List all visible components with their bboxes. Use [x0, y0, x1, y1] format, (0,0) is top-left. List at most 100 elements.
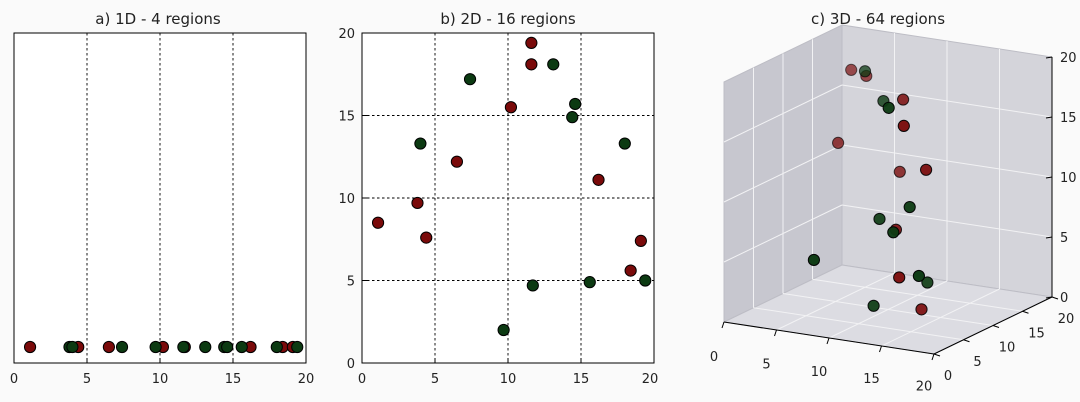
chart-3d-point-red [845, 63, 858, 77]
chart-3d-z-tick-label: 0 [1060, 291, 1068, 306]
chart-1d-x-tick-label: 0 [10, 372, 18, 387]
chart-3d-x-tick [931, 353, 935, 361]
chart-2d-point-red [634, 234, 647, 247]
chart-3d-point-green [867, 299, 880, 312]
chart-3d-point-green [887, 226, 900, 239]
chart-1d: a) 1D - 4 regions 0 5 10 15 20 [10, 10, 314, 387]
chart-2d-point-red [450, 155, 463, 168]
chart-3d-point-red [897, 119, 910, 133]
chart-1d-point-green [270, 340, 283, 354]
chart-3d-x-tick-label: 15 [863, 372, 880, 387]
chart-3d-x-tick-label: 0 [710, 350, 718, 365]
chart-2d-y-tick-label: 0 [347, 357, 355, 372]
chart-3d-y-tick-label: 5 [973, 355, 981, 370]
chart-1d-title: a) 1D - 4 regions [95, 10, 221, 28]
chart-1d-x-axis: 0 5 10 15 20 [10, 358, 314, 387]
chart-2d-point-green [463, 73, 477, 86]
chart-1d-point-red [23, 340, 37, 354]
chart-3d-x-tick-label: 5 [762, 357, 770, 372]
chart-3d-point-red [832, 136, 845, 149]
chart-3d-gridline [881, 288, 1000, 347]
chart-2d-point-green [569, 97, 582, 111]
chart-2d-grid [362, 33, 654, 363]
chart-2d-point-red [592, 173, 605, 186]
chart-2d-y-tick-label: 20 [338, 27, 355, 42]
chart-2d-point-green [414, 137, 427, 150]
chart-3d-point-green [912, 269, 926, 283]
chart-3d-gridline [782, 293, 994, 326]
chart-3d-gridline [841, 144, 1053, 178]
chart-3d-point-green [921, 276, 934, 289]
chart-2d-title: b) 2D - 16 regions [440, 10, 575, 28]
chart-3d-title: c) 3D - 64 regions [811, 10, 945, 28]
chart-2d-axes: 0 5 10 15 20 0 5 10 15 20 [338, 27, 658, 387]
chart-3d-gridline [723, 84, 843, 143]
chart-3d-point-red [893, 165, 906, 178]
chart-1d-grid [86, 33, 234, 363]
chart-1d-point-green [149, 340, 162, 354]
chart-2d-point-green [583, 276, 596, 289]
chart-2d-point-green [639, 274, 652, 287]
chart-2d-y-tick-label: 15 [338, 110, 355, 125]
chart-3d-y-tick [963, 339, 970, 343]
chart-1d-point-green [221, 340, 234, 354]
chart-2d-point-red [420, 231, 433, 244]
chart-3d-points [807, 63, 934, 316]
chart-2d-point-green [566, 111, 579, 124]
chart-3d-point-red [915, 303, 928, 316]
chart-2d-point-green [497, 323, 510, 337]
chart-1d-point-green [235, 340, 248, 354]
chart-3d-x-tick-label: 10 [811, 365, 828, 380]
chart-2d-x-tick-label: 15 [573, 372, 590, 387]
chart-3d-axes: 0 5 10 15 20 0 5 10 15 20 0 5 10 15 20 [710, 51, 1077, 395]
chart-2d-point-green [526, 279, 539, 292]
chart-1d-points [23, 340, 304, 354]
chart-3d-z-tick [1045, 176, 1053, 179]
chart-3d-z-tick [1045, 116, 1053, 119]
chart-3d-gridline [841, 84, 1053, 118]
chart-3d-x-tick [721, 321, 725, 329]
chart-2d-point-red [624, 264, 637, 277]
chart-2d-points [371, 36, 652, 337]
chart-3d-point-red [893, 271, 906, 284]
chart-3d-y-tick-label: 10 [999, 341, 1016, 356]
chart-2d-point-red [371, 216, 385, 229]
chart-3d-gridline [723, 144, 843, 203]
chart-2d-y-tick-label: 5 [347, 275, 355, 290]
chart-3d-z-tick-label: 10 [1060, 171, 1077, 186]
chart-2d-x-tick-label: 0 [358, 372, 366, 387]
chart-3d-y-tick [1022, 310, 1029, 314]
chart-3d-point-red [897, 93, 910, 106]
chart-1d-x-tick-label: 10 [152, 372, 169, 387]
chart-3d-grid [723, 33, 1053, 347]
chart-3d-point-green [858, 65, 872, 78]
chart-3d-z-tick-label: 15 [1060, 111, 1077, 126]
chart-2d-x-tick-label: 5 [431, 372, 439, 387]
chart-1d-point-red [102, 340, 116, 354]
chart-3d-y-tick [992, 325, 1000, 328]
chart-1d-point-green [115, 340, 129, 354]
chart-3d-z-tick [1045, 296, 1053, 299]
chart-1d-x-tick-label: 15 [225, 372, 242, 387]
chart-1d-point-green [66, 340, 79, 354]
chart-2d-point-red [411, 196, 424, 210]
chart-2d-x-tick-label: 10 [500, 372, 517, 387]
chart-1d-point-green [177, 340, 190, 354]
chart-3d-point-green [873, 212, 886, 226]
chart-3d-z-tick [1045, 56, 1053, 59]
chart-3d-y-tick-label: 0 [944, 369, 952, 384]
chart-3d-point-green [903, 200, 916, 214]
chart-1d-point-green [199, 340, 212, 354]
chart-1d-x-tick-label: 20 [298, 372, 315, 387]
chart-3d-x-tick [826, 337, 830, 345]
chart-2d-point-red [525, 36, 538, 50]
chart-3d-y-tick-label: 20 [1058, 312, 1075, 327]
chart-3d-x-tick [774, 329, 777, 337]
chart-3d-point-green [807, 253, 821, 267]
chart-2d-x-tick-label: 20 [642, 372, 659, 387]
chart-3d-y-tick [933, 353, 941, 357]
chart-3d-z-tick [1045, 236, 1053, 239]
chart-3d-y-tick [1051, 296, 1059, 300]
chart-3d-z-tick-label: 5 [1060, 231, 1068, 246]
